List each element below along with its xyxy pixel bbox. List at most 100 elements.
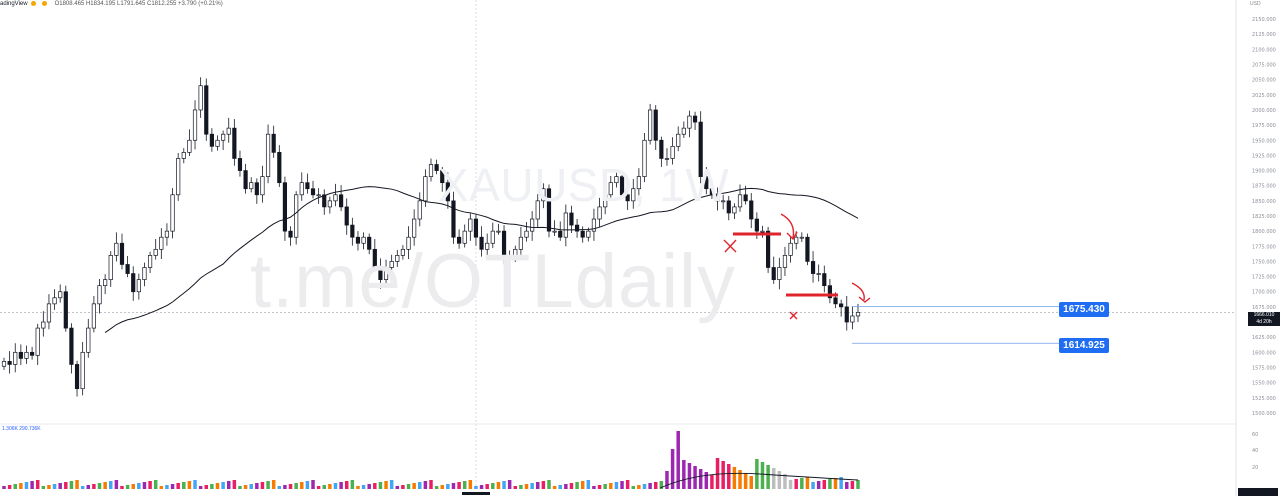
y-tick-label: 1600.000 (1252, 350, 1276, 356)
candle-body (681, 127, 686, 135)
price-label-1614[interactable]: 1614.925 (1059, 338, 1109, 353)
watermark-channel: t.me/OTLdaily (250, 239, 737, 324)
candle-body (760, 230, 765, 233)
volume-tick-label: 60 (1252, 432, 1258, 438)
volume-bar (665, 471, 669, 489)
candle-body (226, 127, 231, 135)
volume-bar (339, 482, 343, 489)
volume-bar (575, 482, 579, 489)
candle-body (18, 351, 23, 359)
candle-body (52, 297, 57, 305)
volume-bar (642, 484, 647, 489)
candle-body (35, 327, 40, 356)
volume-bar (457, 482, 461, 489)
candle-body (58, 291, 63, 299)
volume-bar (165, 485, 169, 489)
candle-body (726, 200, 731, 214)
volume-bar (485, 484, 489, 489)
volume-bar (732, 467, 737, 489)
candle-body (423, 176, 428, 202)
candle-body (586, 230, 591, 238)
candle-body (288, 230, 293, 238)
price-label-1675[interactable]: 1675.430 (1059, 302, 1109, 317)
candle-body (159, 236, 164, 250)
cross-mark-icon (723, 239, 737, 253)
volume-bar (446, 484, 450, 489)
candle-body (243, 170, 248, 190)
volume-bar (783, 474, 787, 489)
volume-bar (311, 480, 315, 489)
volume-header: 1.306K 290.736K (2, 426, 41, 432)
candle-body (496, 230, 501, 233)
candle-body (69, 327, 74, 365)
scroll-handle[interactable] (462, 492, 490, 495)
volume-bar (507, 480, 512, 489)
candle-body (153, 248, 158, 256)
volume-bar (625, 480, 630, 489)
candle-body (473, 218, 479, 238)
volume-bar (800, 478, 804, 489)
candle-body (653, 109, 658, 141)
volume-bar (698, 469, 703, 489)
axis-bottom-badge (1238, 488, 1278, 496)
volume-bar (75, 480, 79, 489)
candle-body (692, 115, 698, 123)
volume-bar (715, 458, 720, 489)
volume-bar (356, 486, 360, 489)
volume-bar (103, 482, 107, 489)
volume-bar (384, 481, 388, 489)
candle-body (749, 200, 754, 220)
volume-bar (283, 485, 287, 489)
candle-body (501, 230, 507, 256)
volume-bar (738, 470, 742, 489)
volume-bar (30, 481, 34, 489)
axis-top-label: USD (1250, 1, 1261, 7)
y-tick-label: 1900.000 (1252, 169, 1276, 175)
volume-bar (7, 485, 12, 489)
volume-tick-label: 40 (1252, 448, 1258, 454)
candle-body (839, 303, 844, 308)
volume-bar (52, 484, 57, 489)
candle-body (704, 176, 709, 190)
volume-bar (125, 485, 130, 489)
candle-body (361, 236, 366, 244)
volume-bar (609, 483, 613, 489)
candle-body (395, 255, 400, 262)
volume-bar (401, 485, 405, 489)
volume-bar (552, 486, 557, 489)
volume-bar (406, 484, 411, 489)
volume-bar (434, 486, 439, 489)
y-tick-label: 1625.000 (1252, 335, 1276, 341)
y-tick-label: 1675.000 (1252, 305, 1276, 311)
candle-body (591, 218, 597, 232)
volume-bar (120, 486, 124, 489)
candle-body (810, 261, 816, 274)
volume-bar (816, 481, 821, 489)
y-tick-label: 1850.000 (1252, 199, 1276, 205)
volume-bar (198, 486, 203, 489)
volume-bar (766, 465, 770, 489)
candle-body (777, 267, 782, 280)
candle-body (468, 218, 473, 232)
candle-body (80, 351, 85, 390)
volume-bar (828, 479, 832, 489)
volume-bar (721, 461, 725, 489)
y-tick-label: 1700.000 (1252, 290, 1276, 296)
volume-bar (637, 485, 641, 489)
candle-body (636, 176, 641, 190)
volume-bar (159, 486, 164, 489)
candle-body (198, 85, 203, 111)
volume-bar (367, 484, 371, 489)
last-price-countdown: 4d 20h (1256, 319, 1272, 325)
candle-body (855, 311, 861, 317)
candle-body (614, 176, 619, 184)
candle-body (260, 176, 265, 196)
candle-body (687, 115, 692, 129)
candle-body (63, 291, 68, 329)
candle-body (142, 267, 147, 280)
volume-bar (811, 482, 815, 489)
candle-body (204, 85, 209, 135)
volume-bar (597, 485, 602, 489)
